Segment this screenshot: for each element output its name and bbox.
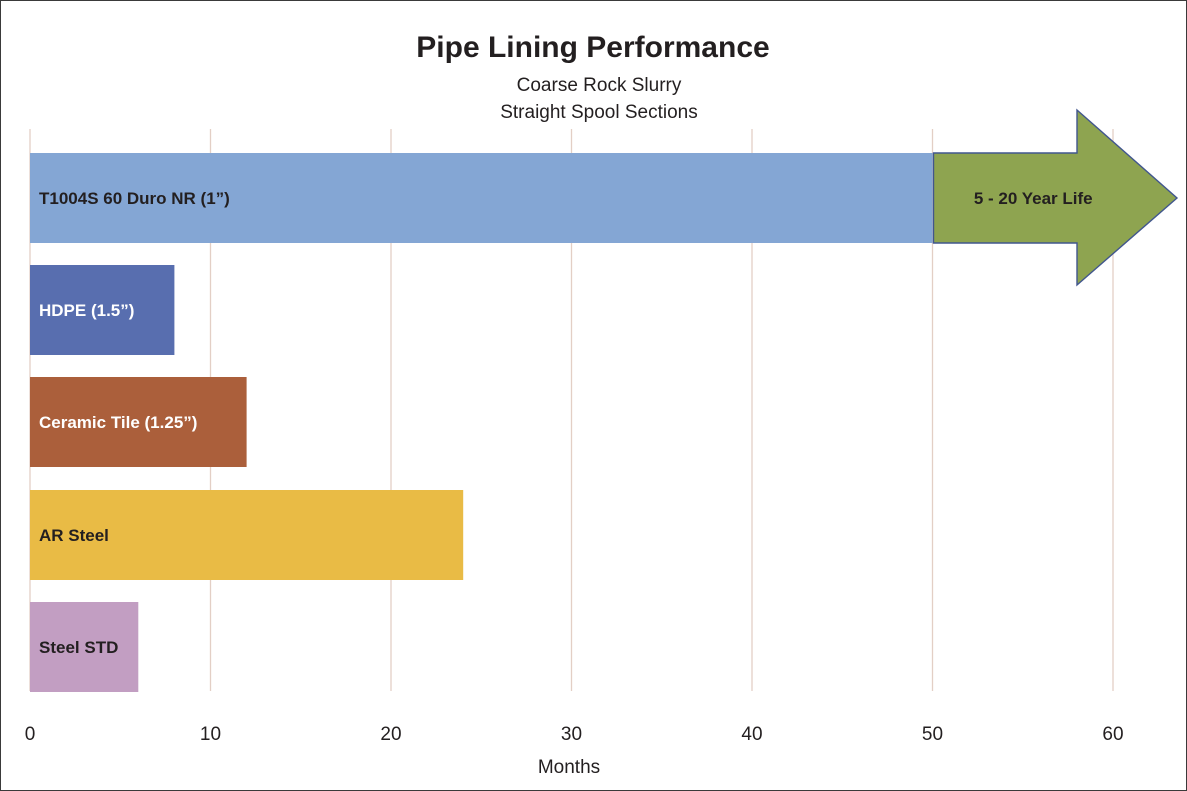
x-tick-label-60: 60 <box>1102 724 1123 745</box>
x-tick-label-40: 40 <box>741 724 762 745</box>
x-tick-labels: 0 10 20 30 40 50 60 <box>25 724 1124 745</box>
x-tick-label-20: 20 <box>380 724 401 745</box>
year-life-arrow <box>932 108 1179 287</box>
bar-3 <box>30 490 464 580</box>
bar-0 <box>30 153 933 243</box>
bar-label-4: Steel STD <box>39 638 118 657</box>
year-life-arrow-label: 5 - 20 Year Life <box>974 189 1093 208</box>
annotation-arrow-group: 5 - 20 Year Life <box>932 108 1179 287</box>
chart-title: Pipe Lining Performance <box>416 31 769 64</box>
x-axis-label: Months <box>538 757 600 778</box>
bar-label-0: T1004S 60 Duro NR (1”) <box>39 189 230 208</box>
bar-label-2: Ceramic Tile (1.25”) <box>39 413 197 432</box>
bar-1 <box>30 265 175 355</box>
bar-2 <box>30 377 247 467</box>
x-tick-label-0: 0 <box>25 724 36 745</box>
bar-label-3: AR Steel <box>39 526 109 545</box>
x-tick-label-10: 10 <box>200 724 221 745</box>
chart-subtitle-line-2: Straight Spool Sections <box>500 102 698 123</box>
x-tick-label-30: 30 <box>561 724 582 745</box>
chart-subtitle-line-1: Coarse Rock Slurry <box>517 75 682 96</box>
bars: T1004S 60 Duro NR (1”) HDPE (1.5”) Ceramic… <box>30 153 933 692</box>
bar-label-1: HDPE (1.5”) <box>39 301 134 320</box>
x-tick-label-50: 50 <box>922 724 943 745</box>
bar-4 <box>30 602 139 692</box>
